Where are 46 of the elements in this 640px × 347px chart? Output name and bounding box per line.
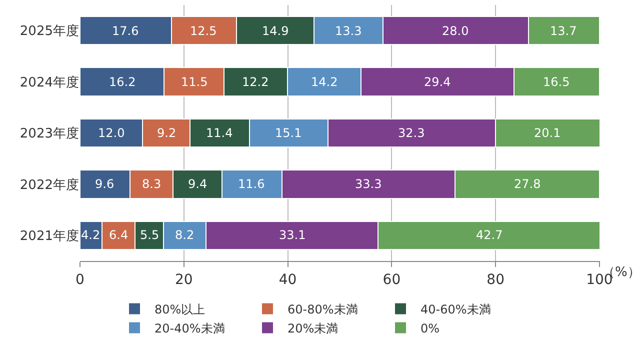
y-tick-label: 2022年度 [20, 176, 79, 193]
legend-label: 80%以上 [154, 302, 206, 316]
data-label: 13.3 [335, 24, 362, 38]
data-label: 17.6 [112, 24, 139, 38]
data-label: 29.4 [424, 75, 451, 89]
data-label: 16.5 [543, 75, 570, 89]
legend-label: 20-40%未満 [154, 321, 225, 336]
y-tick-label: 2021年度 [20, 228, 79, 244]
y-tick-label: 2024年度 [20, 74, 79, 90]
data-label: 5.5 [140, 228, 160, 242]
data-label: 14.2 [311, 75, 338, 89]
legend-label: 60-80%未満 [288, 302, 358, 316]
y-tick-label: 2023年度 [20, 126, 79, 142]
data-label: 15.1 [275, 126, 302, 140]
data-label: 9.6 [95, 177, 114, 191]
data-label: 42.7 [476, 228, 503, 242]
legend-label: 40-60%未満 [420, 302, 491, 316]
data-label: 16.2 [109, 75, 136, 89]
data-label: 14.9 [262, 24, 289, 38]
data-label: 11.6 [238, 177, 265, 191]
data-label: 27.8 [514, 177, 541, 191]
x-tick-label: 40 [278, 272, 297, 288]
data-label: 8.2 [175, 228, 194, 242]
data-label: 4.2 [81, 228, 100, 242]
data-label: 12.5 [190, 24, 217, 38]
x-tick-label: 60 [382, 272, 401, 288]
x-tick-label: 20 [174, 272, 193, 288]
data-label: 28.0 [442, 24, 469, 38]
y-tick-label: 2025年度 [20, 23, 79, 40]
data-label: 12.2 [242, 75, 269, 89]
data-label: 11.4 [206, 126, 233, 140]
data-label: 11.5 [181, 75, 208, 89]
data-label: 9.4 [188, 177, 208, 191]
data-label: 33.1 [279, 228, 306, 242]
data-label: 9.2 [157, 126, 176, 140]
data-label: 33.3 [355, 177, 382, 191]
data-label: 8.3 [142, 177, 162, 191]
legend-label: 20%未満 [288, 321, 338, 336]
x-tick-label: 80 [486, 272, 504, 288]
data-label: 6.4 [109, 228, 128, 242]
legend-label: 0% [420, 321, 440, 336]
data-label: 32.3 [398, 126, 425, 140]
x-tick-label: 0 [76, 272, 84, 288]
data-label: 12.0 [98, 126, 125, 140]
data-label: 20.1 [534, 126, 561, 140]
data-label: 13.7 [550, 24, 577, 38]
